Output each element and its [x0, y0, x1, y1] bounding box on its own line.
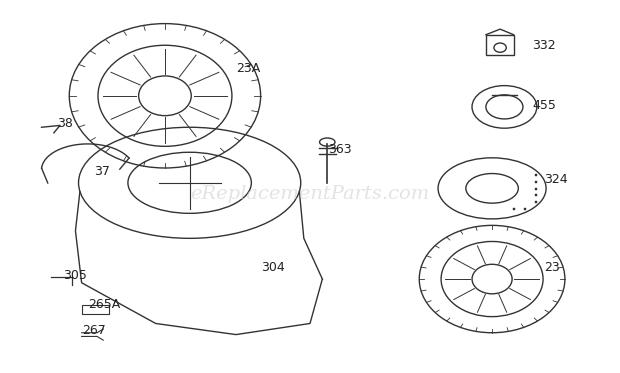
Text: 23: 23: [544, 261, 560, 275]
Text: 265A: 265A: [88, 298, 120, 311]
Text: 363: 363: [329, 143, 352, 156]
Text: 23A: 23A: [236, 62, 260, 75]
Text: 38: 38: [57, 117, 73, 130]
Text: 304: 304: [260, 261, 285, 275]
Text: 305: 305: [63, 269, 87, 282]
Text: eReplacementParts.com: eReplacementParts.com: [190, 185, 430, 203]
Text: 267: 267: [82, 325, 105, 338]
Text: 332: 332: [532, 39, 556, 52]
Text: 324: 324: [544, 173, 568, 186]
Text: 37: 37: [94, 165, 110, 178]
Text: 455: 455: [532, 98, 556, 112]
